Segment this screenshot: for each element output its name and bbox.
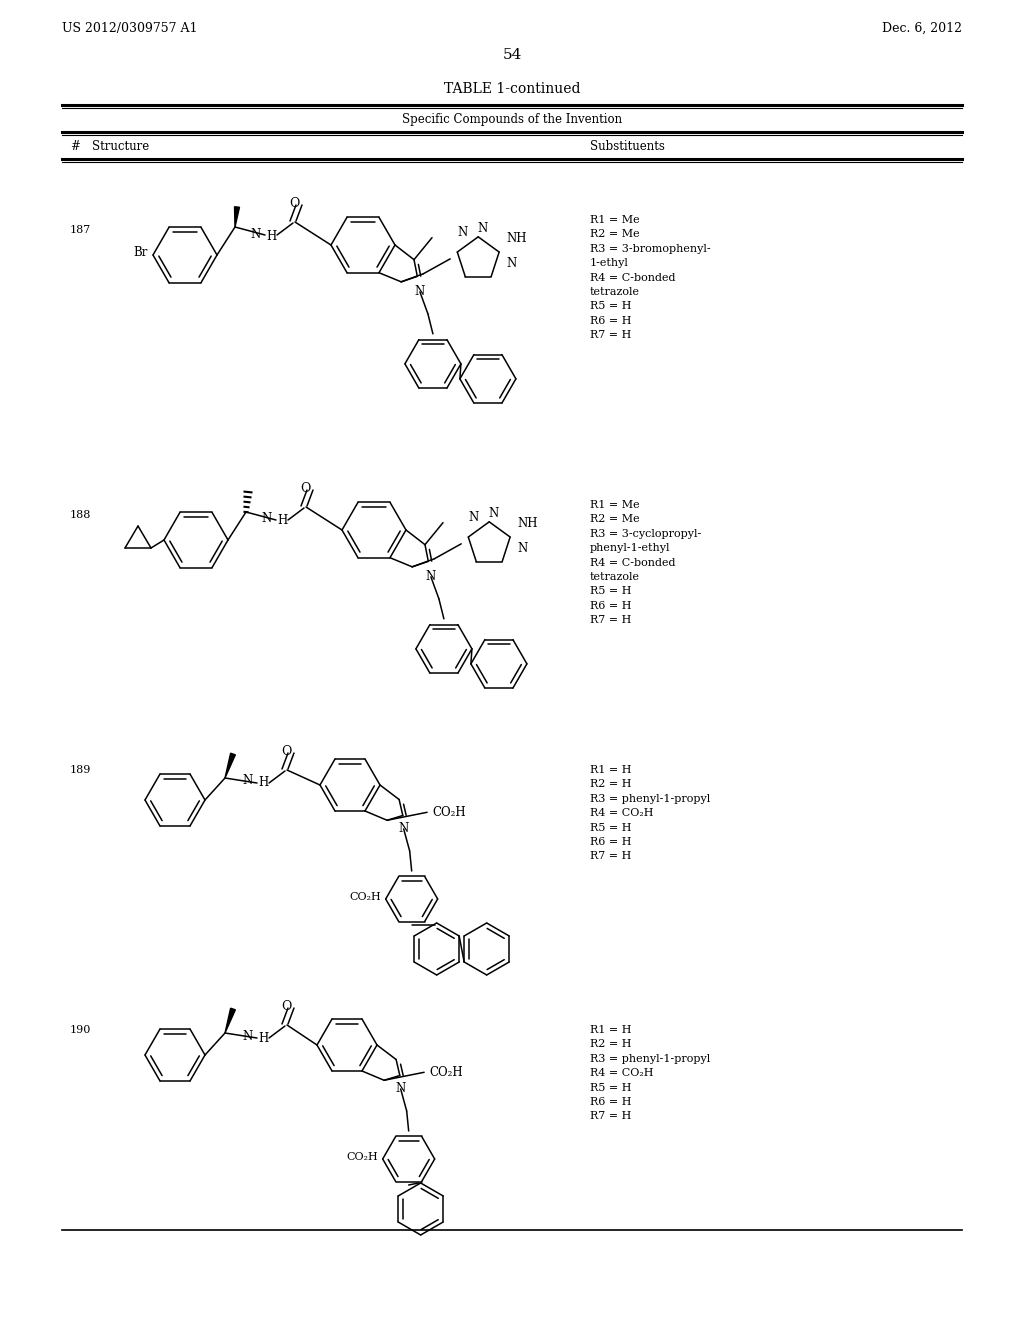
- Text: N: N: [426, 570, 436, 583]
- Text: 189: 189: [70, 766, 91, 775]
- Polygon shape: [225, 754, 236, 777]
- Text: #: #: [70, 140, 80, 153]
- Text: R1 = Me
R2 = Me
R3 = 3-cyclopropyl-
phenyl-1-ethyl
R4 = C-bonded
tetrazole
R5 = : R1 = Me R2 = Me R3 = 3-cyclopropyl- phen…: [590, 500, 701, 626]
- Text: N: N: [398, 822, 409, 836]
- Text: N: N: [477, 222, 487, 235]
- Text: O: O: [300, 482, 310, 495]
- Text: NH: NH: [517, 517, 538, 531]
- Polygon shape: [234, 207, 240, 227]
- Text: O: O: [281, 1001, 291, 1012]
- Text: 54: 54: [503, 48, 521, 62]
- Text: O: O: [281, 744, 291, 758]
- Text: N: N: [488, 507, 499, 520]
- Text: N: N: [506, 257, 516, 271]
- Text: N: N: [395, 1082, 406, 1096]
- Text: N: N: [243, 775, 253, 788]
- Text: NH: NH: [506, 232, 526, 246]
- Text: N: N: [415, 285, 425, 298]
- Text: H: H: [266, 230, 276, 243]
- Text: H: H: [258, 776, 268, 789]
- Text: H: H: [278, 515, 288, 528]
- Text: CO₂H: CO₂H: [429, 1065, 463, 1078]
- Text: N: N: [251, 227, 261, 240]
- Text: 187: 187: [70, 224, 91, 235]
- Text: O: O: [289, 197, 299, 210]
- Text: N: N: [468, 511, 478, 524]
- Text: R1 = Me
R2 = Me
R3 = 3-bromophenyl-
1-ethyl
R4 = C-bonded
tetrazole
R5 = H
R6 = : R1 = Me R2 = Me R3 = 3-bromophenyl- 1-et…: [590, 215, 711, 341]
- Text: US 2012/0309757 A1: US 2012/0309757 A1: [62, 22, 198, 36]
- Text: Substituents: Substituents: [590, 140, 665, 153]
- Text: R1 = H
R2 = H
R3 = phenyl-1-propyl
R4 = CO₂H
R5 = H
R6 = H
R7 = H: R1 = H R2 = H R3 = phenyl-1-propyl R4 = …: [590, 1026, 711, 1122]
- Text: 190: 190: [70, 1026, 91, 1035]
- Polygon shape: [225, 1008, 236, 1034]
- Text: 188: 188: [70, 510, 91, 520]
- Text: R1 = H
R2 = H
R3 = phenyl-1-propyl
R4 = CO₂H
R5 = H
R6 = H
R7 = H: R1 = H R2 = H R3 = phenyl-1-propyl R4 = …: [590, 766, 711, 862]
- Text: Dec. 6, 2012: Dec. 6, 2012: [882, 22, 962, 36]
- Text: Br: Br: [133, 247, 148, 260]
- Text: Structure: Structure: [92, 140, 150, 153]
- Text: CO₂H: CO₂H: [349, 892, 381, 902]
- Text: H: H: [258, 1031, 268, 1044]
- Text: CO₂H: CO₂H: [432, 805, 466, 818]
- Text: TABLE 1-continued: TABLE 1-continued: [443, 82, 581, 96]
- Text: CO₂H: CO₂H: [346, 1152, 378, 1162]
- Text: N: N: [262, 512, 272, 525]
- Text: N: N: [243, 1030, 253, 1043]
- Text: N: N: [457, 226, 467, 239]
- Text: Specific Compounds of the Invention: Specific Compounds of the Invention: [402, 114, 622, 125]
- Text: N: N: [517, 543, 527, 556]
